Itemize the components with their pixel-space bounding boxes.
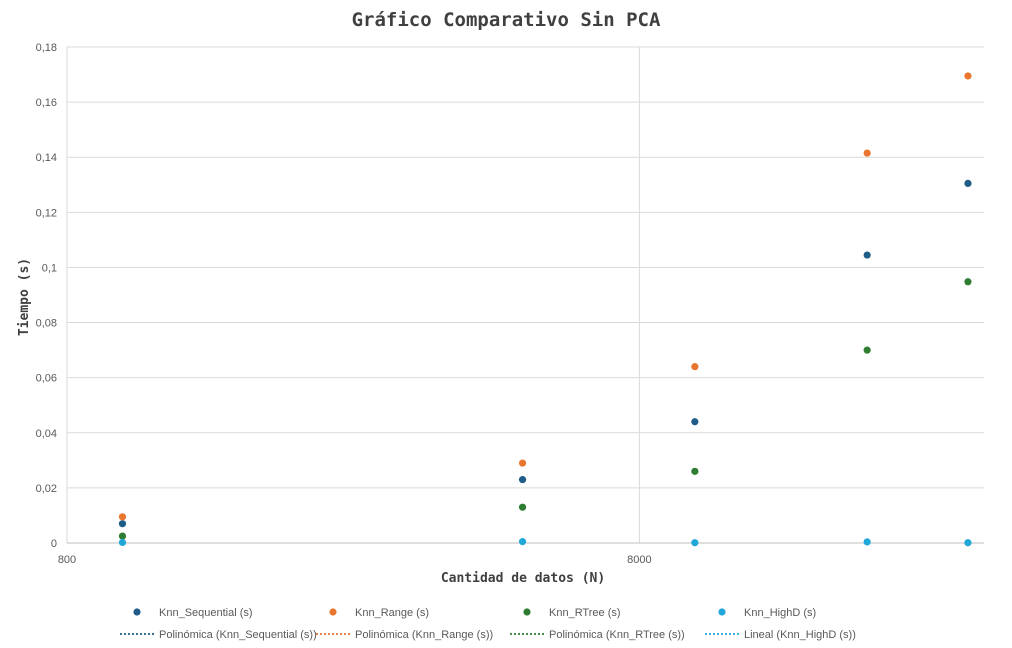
legend-marker [523, 608, 531, 616]
legend-label: Knn_RTree (s) [549, 607, 621, 619]
data-point [518, 459, 527, 467]
data-point [964, 278, 972, 286]
data-point [964, 72, 972, 80]
data-point [518, 503, 527, 511]
y-tick-label: 0,06 [36, 373, 57, 385]
legend-label: Knn_Sequential (s) [159, 607, 253, 619]
data-point [691, 467, 699, 475]
legend-marker [718, 608, 726, 616]
legend-label: Lineal (Knn_HighD (s)) [744, 629, 856, 641]
legend-label: Polinómica (Knn_Sequential (s)) [159, 629, 317, 641]
data-point [691, 418, 699, 426]
legend-marker [329, 608, 337, 616]
legend: Knn_Sequential (s) Knn_Range (s) Knn_RTree… [120, 607, 856, 641]
y-tick-label: 0,04 [36, 428, 57, 440]
data-point [691, 539, 699, 547]
data-point [863, 251, 871, 259]
data-point [118, 538, 127, 547]
y-tick-label: 0,02 [36, 483, 57, 495]
y-tick-label: 0,08 [36, 318, 57, 330]
data-points [118, 72, 972, 547]
y-tick-label: 0,1 [42, 262, 57, 274]
legend-label: Knn_HighD (s) [744, 607, 816, 619]
data-point [863, 346, 871, 354]
x-axis-title: Cantidad de datos (N) [441, 571, 605, 586]
data-point [118, 532, 127, 540]
legend-label: Polinómica (Knn_Range (s)) [355, 629, 493, 641]
y-tick-label: 0,16 [36, 97, 57, 109]
y-axis-ticks: 0 0,02 0,04 0,06 0,08 0,1 0,12 0,14 0,16 0,18 [36, 42, 57, 550]
data-point [964, 179, 972, 187]
legend-marker [133, 608, 141, 616]
data-point [691, 363, 699, 371]
y-tick-label: 0,14 [36, 152, 57, 164]
x-tick-label: 800 [58, 554, 76, 566]
legend-label: Knn_Range (s) [355, 607, 429, 619]
y-axis-title: Tiempo (s) [17, 258, 32, 336]
data-point [518, 476, 527, 484]
data-point [964, 539, 972, 547]
data-point [118, 520, 127, 528]
x-axis-ticks: 800 8000 [58, 554, 652, 566]
legend-label: Polinómica (Knn_RTree (s)) [549, 629, 685, 641]
y-tick-label: 0,12 [36, 207, 57, 219]
x-tick-label: 8000 [627, 554, 651, 566]
data-point [863, 149, 871, 157]
data-point [518, 538, 527, 546]
y-tick-label: 0,18 [36, 42, 57, 54]
data-point [118, 513, 127, 521]
chart-title: Gráfico Comparativo Sin PCA [352, 9, 661, 31]
grid [66, 46, 984, 543]
data-point [863, 538, 871, 546]
y-tick-label: 0 [51, 538, 57, 550]
